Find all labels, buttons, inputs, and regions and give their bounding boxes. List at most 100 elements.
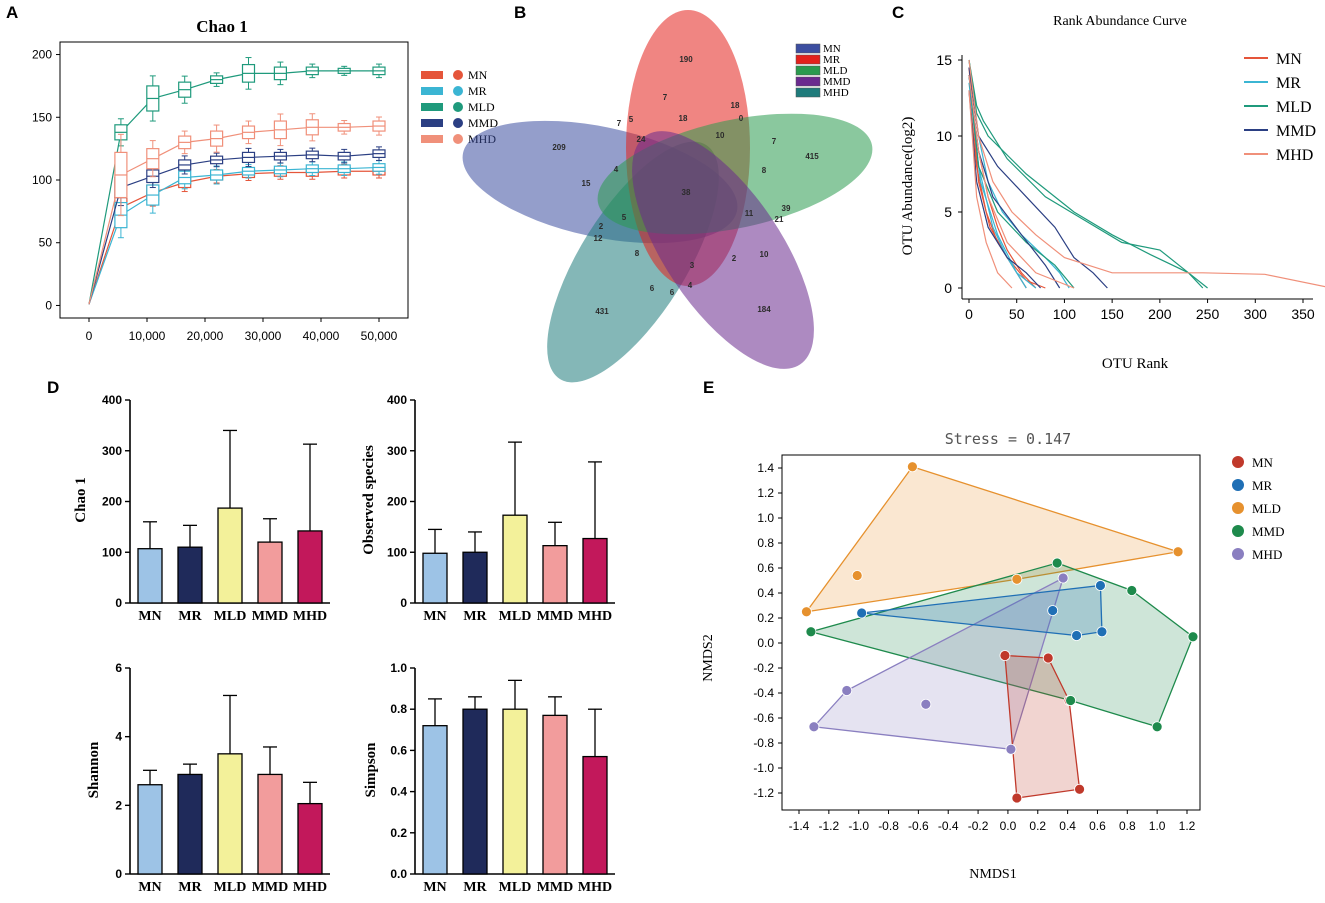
chao1-bar-chart: Chao 1 0 100 200 300 400 MN MR MLD MMD MHD: [73, 393, 330, 624]
legend-marker-mmd: [1232, 525, 1244, 537]
curve-mld: [968, 59, 1208, 289]
y-tick-label: -0.6: [753, 711, 774, 725]
series-line-mld: [88, 70, 379, 305]
y-tick-label: 1.2: [757, 486, 774, 500]
legend-marker-mn: [1232, 456, 1244, 468]
bar-mn: [422, 552, 448, 604]
x-tick-label: 200: [1148, 306, 1172, 322]
venn-count: 7: [663, 93, 668, 102]
x-tick-label: 0.0: [1000, 819, 1017, 833]
bar-mr: [462, 708, 488, 875]
x-tick-label: 0: [86, 329, 93, 343]
legend-marker-mhd: [1232, 548, 1244, 560]
x-tick-label: MN: [138, 609, 161, 624]
x-tick-label: MN: [138, 880, 161, 895]
legend-swatch-mn: [421, 71, 443, 79]
curve-mhd: [968, 75, 1075, 289]
y-tick-label: 1.0: [390, 661, 407, 675]
chart-c-title: Rank Abundance Curve: [1053, 14, 1187, 29]
venn-legend-swatch-mld: [795, 65, 821, 76]
chart-e-ylabel: NMDS2: [701, 634, 716, 681]
legend-label-mmd: MMD: [1276, 123, 1316, 140]
x-tick-label: 350: [1291, 306, 1315, 322]
x-tick-label: MLD: [499, 609, 532, 624]
legend-label-mld: MLD: [468, 100, 495, 114]
x-tick-label: MR: [178, 880, 202, 895]
y-tick-label: 0.6: [390, 743, 407, 757]
x-tick-label: 0: [965, 306, 973, 322]
bar-mmd: [257, 541, 283, 604]
chart-e-xlabel: NMDS1: [969, 867, 1016, 882]
legend-swatch-mmd: [421, 119, 443, 127]
venn-count: 5: [622, 213, 627, 222]
venn-count: 8: [762, 166, 767, 175]
bar-mr: [462, 551, 488, 604]
y-tick-label: 0: [400, 596, 407, 610]
x-tick-label: 20,000: [187, 329, 224, 343]
venn-counts: 1904151844312097180572418107815438392111…: [552, 55, 819, 316]
legend-marker-mhd: [453, 134, 463, 144]
y-tick-label: 0.8: [390, 702, 407, 716]
y-tick-label: 200: [102, 495, 122, 509]
y-tick-label: 0.4: [390, 785, 407, 799]
y-tick-label: 400: [102, 393, 122, 407]
x-tick-label: MN: [423, 609, 446, 624]
bar-mr: [177, 773, 203, 875]
x-tick-label: 1.2: [1179, 819, 1196, 833]
y-tick-label: 0.2: [757, 611, 774, 625]
y-tick-label: 6: [115, 661, 122, 675]
chart-e-title: Stress = 0.147: [945, 430, 1071, 448]
series-line-mhd: [88, 125, 380, 305]
venn-count: 7: [772, 137, 777, 146]
point-mmd: [1126, 585, 1138, 596]
y-tick-label: 0.6: [757, 561, 774, 575]
x-tick-label: -1.4: [789, 819, 810, 833]
venn-count: 21: [775, 215, 784, 224]
legend-label-mhd: MHD: [1276, 147, 1313, 164]
x-tick-label: MMD: [537, 880, 574, 895]
point-mmd: [1151, 721, 1163, 733]
venn-legend-swatch-mhd: [795, 87, 821, 98]
chart-c-ylabel: OTU Abundance(log2): [900, 117, 916, 256]
y-tick-label: -1.2: [753, 786, 774, 800]
x-tick-label: -0.6: [908, 819, 929, 833]
y-tick-label: 0.8: [757, 536, 774, 550]
bar-mn: [137, 548, 163, 604]
legend-label-mr: MR: [1276, 75, 1301, 92]
panel-letter-c: C: [892, 3, 904, 22]
chart-e-frame: [781, 454, 1201, 811]
venn-count: 0: [739, 114, 744, 123]
curve-mmd: [968, 67, 1108, 289]
x-tick-label: -1.0: [848, 819, 869, 833]
x-tick-label: 0.6: [1089, 819, 1106, 833]
venn-count: 10: [716, 131, 725, 140]
venn-count: 8: [635, 249, 640, 258]
venn-legend-swatch-mr: [795, 54, 821, 65]
x-tick-label: 10,000: [129, 329, 166, 343]
venn-count: 4: [688, 281, 693, 290]
y-tick-label: 300: [102, 444, 122, 458]
venn-count: 2: [732, 254, 737, 263]
curve-mhd: [968, 59, 1325, 288]
venn-count: 18: [731, 101, 740, 110]
x-tick-label: 0.2: [1029, 819, 1046, 833]
y-tick-label: 400: [387, 393, 407, 407]
point-mld: [1011, 573, 1023, 585]
y-tick-label: 100: [102, 545, 122, 559]
x-tick-label: MLD: [214, 609, 247, 624]
legend-swatch-mr: [421, 87, 443, 95]
x-tick-label: 150: [1100, 306, 1124, 322]
venn-count: 4: [614, 165, 619, 174]
bar-mhd: [582, 537, 608, 604]
chart-c-legend: MN MR MLD MMD MHD: [1244, 51, 1316, 164]
y-tick-label: 0.2: [390, 826, 407, 840]
curve-mn: [968, 67, 1046, 289]
venn-count: 190: [679, 55, 693, 64]
x-tick-label: 300: [1244, 306, 1268, 322]
panel-letter-d: D: [47, 378, 59, 397]
bar-mhd: [297, 530, 323, 604]
y-tick-label: 50: [39, 236, 53, 250]
venn-count: 12: [594, 234, 603, 243]
y-tick-label: 0: [115, 867, 122, 881]
legend-label-mr: MR: [468, 84, 487, 98]
